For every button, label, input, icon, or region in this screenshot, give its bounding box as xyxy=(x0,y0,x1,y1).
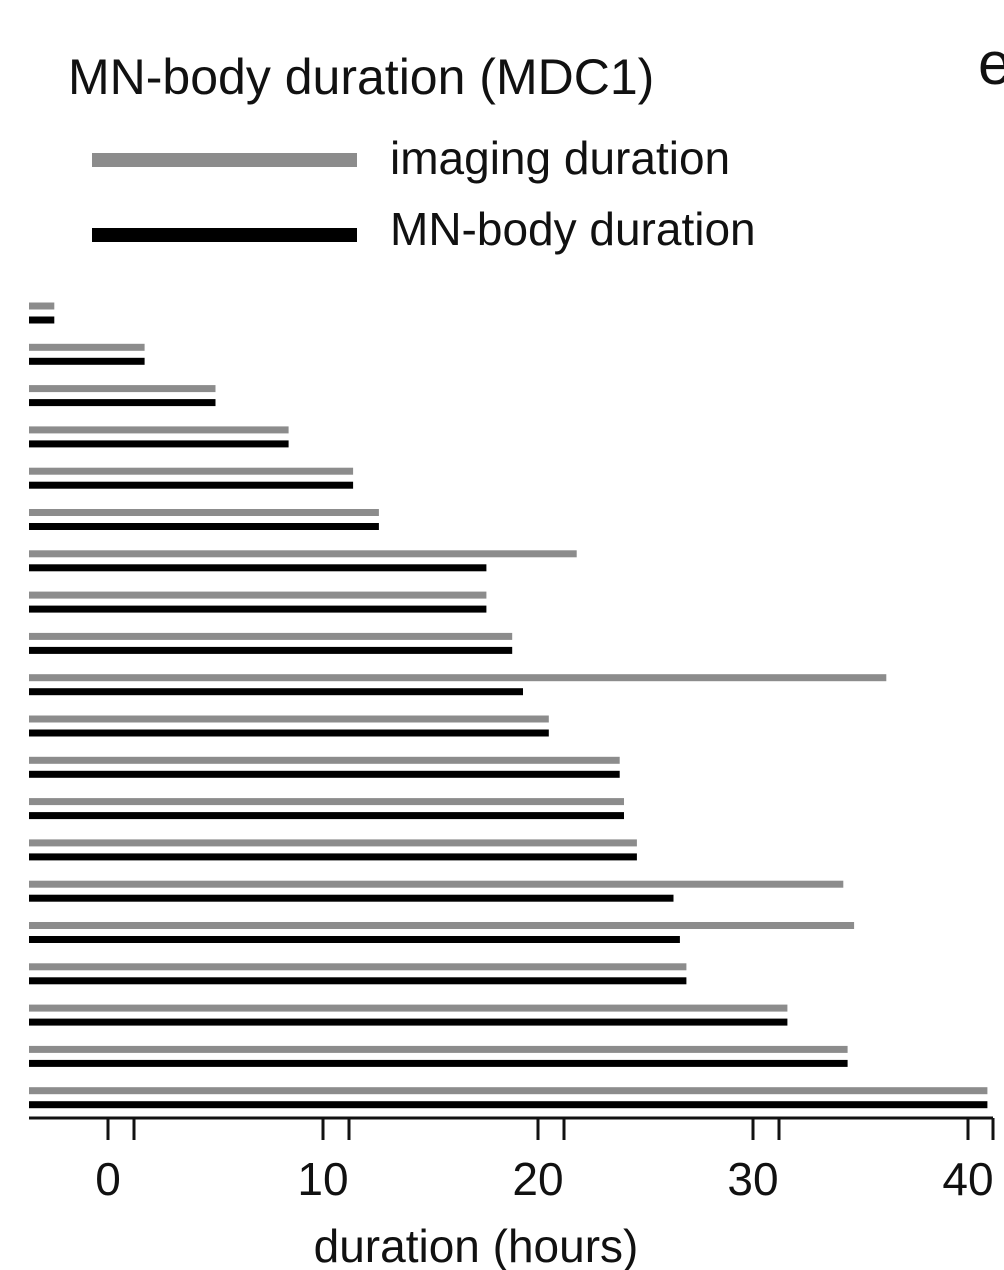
bar-mn-body xyxy=(29,936,680,943)
bar-imaging xyxy=(29,1004,788,1012)
bar-imaging xyxy=(29,880,844,888)
bar-mn-body xyxy=(29,357,145,365)
bar-mn-body xyxy=(29,894,674,902)
bar-mn-body xyxy=(29,523,379,530)
bar-imaging xyxy=(29,839,637,847)
bar-imaging xyxy=(29,715,549,723)
bar-imaging xyxy=(29,385,216,393)
x-axis xyxy=(29,1116,995,1140)
panel-letter: e xyxy=(978,30,1004,97)
x-axis-label: duration (hours) xyxy=(314,1220,639,1270)
bar-imaging xyxy=(29,550,577,558)
bar-imaging xyxy=(29,509,379,516)
bar-imaging xyxy=(29,1045,848,1053)
bar-imaging xyxy=(29,798,624,806)
bar-mn-body xyxy=(29,564,487,572)
bar-mn-body xyxy=(29,688,523,696)
x-tick-label: 20 xyxy=(512,1153,563,1205)
bar-imaging xyxy=(29,1087,988,1095)
bar-imaging xyxy=(29,674,887,682)
x-tick-label: 0 xyxy=(95,1153,121,1205)
legend-label-imaging: imaging duration xyxy=(390,132,730,184)
bar-mn-body xyxy=(29,399,216,407)
bar-mn-body xyxy=(29,1059,848,1067)
bar-imaging xyxy=(29,591,487,599)
bar-mn-body xyxy=(29,605,487,613)
legend-label-mn-body: MN-body duration xyxy=(390,203,756,255)
chart-title: MN-body duration (MDC1) xyxy=(68,49,654,105)
bar-imaging xyxy=(29,756,620,764)
bar-mn-body xyxy=(29,646,513,654)
bar-imaging xyxy=(29,467,354,475)
bar-imaging xyxy=(29,343,145,351)
bar-mn-body xyxy=(29,977,687,985)
bar-mn-body xyxy=(29,316,55,324)
x-tick-label: 30 xyxy=(727,1153,778,1205)
bar-imaging xyxy=(29,632,513,640)
x-tick-label: 10 xyxy=(297,1153,348,1205)
bar-mn-body xyxy=(29,729,549,737)
bar-mn-body xyxy=(29,481,354,489)
bar-imaging xyxy=(29,426,289,434)
bar-mn-body xyxy=(29,440,289,448)
bar-mn-body xyxy=(29,853,637,861)
bar-mn-body xyxy=(29,1018,788,1026)
x-tick-label: 40 xyxy=(942,1153,993,1205)
bar-mn-body xyxy=(29,1101,988,1109)
bar-imaging xyxy=(29,302,55,310)
bars-group xyxy=(29,302,988,1109)
bar-imaging xyxy=(29,963,687,971)
legend: imaging duration MN-body duration xyxy=(92,132,756,255)
bar-imaging xyxy=(29,922,855,929)
bar-mn-body xyxy=(29,812,624,820)
bar-mn-body xyxy=(29,770,620,778)
